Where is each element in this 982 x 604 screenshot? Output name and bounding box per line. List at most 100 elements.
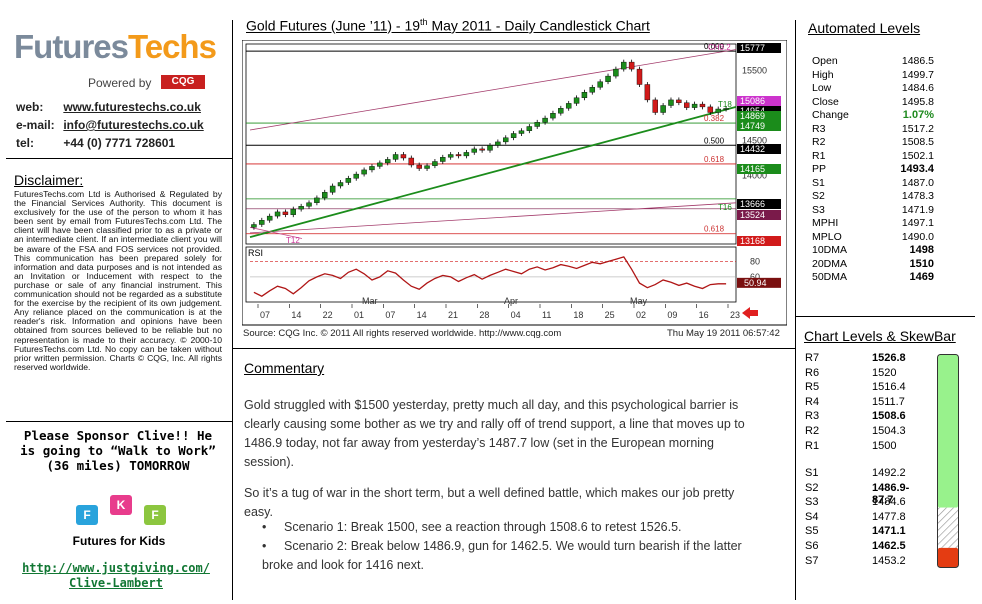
candle-body: [392, 154, 399, 160]
x-tick-label: 02: [636, 310, 646, 320]
chart-level-row: S4 1477.8: [805, 511, 925, 526]
chart-level-value: 1462.5: [872, 540, 906, 552]
x-tick-label: 09: [667, 310, 677, 320]
level-row: R3 1517.2: [812, 123, 934, 137]
candle-body: [353, 173, 359, 179]
justgiving-link[interactable]: http://www.justgiving.com/: [22, 561, 210, 575]
rsi-axis-label: 80: [750, 257, 760, 267]
candle-body: [605, 75, 611, 82]
candle-body: [369, 166, 375, 171]
phone-number: +44 (0) 7771 728601: [63, 136, 176, 150]
divider: [6, 158, 232, 159]
candle-body: [589, 87, 596, 93]
price-axis-label: 15500: [742, 66, 767, 76]
level-row: MPHI 1497.1: [812, 217, 934, 231]
price-axis-label: 14000: [742, 171, 767, 181]
level-value: 1502.1: [901, 149, 934, 162]
level-name: R1: [812, 149, 826, 162]
candle-body: [652, 99, 658, 113]
candle-body: [676, 99, 682, 103]
x-tick-label: 28: [479, 310, 489, 320]
shirt-f-icon: F: [76, 505, 98, 525]
scroll-left-arrow-icon[interactable]: [742, 307, 758, 319]
price-badge-value: 13524: [740, 210, 765, 220]
short-trend-line: [249, 226, 303, 239]
x-tick-label: 14: [291, 310, 301, 320]
divider: [6, 421, 232, 422]
candle-body: [447, 154, 454, 158]
chart-level-name: S5: [805, 525, 819, 538]
level-name: 20DMA: [812, 257, 848, 270]
level-row: Low 1484.6: [812, 82, 934, 96]
candle-body: [565, 103, 572, 109]
level-name: MPLO: [812, 230, 842, 243]
contact-tel: tel: +44 (0) 7771 728601: [16, 136, 176, 150]
fib-label: 0.000: [704, 42, 725, 51]
chart-level-name: S6: [805, 540, 819, 552]
price-badge: 14432: [737, 144, 781, 154]
month-label: Mar: [362, 296, 378, 306]
chart-level-name: S4: [805, 510, 819, 523]
level-row: MPLO 1490.0: [812, 231, 934, 245]
candle-body: [581, 92, 588, 99]
candle-body: [597, 81, 603, 88]
price-badge: 14749: [737, 121, 781, 131]
level-row: Change 1.07%: [812, 109, 934, 123]
column-divider: [232, 20, 233, 600]
chart-level-name: R4: [805, 395, 820, 408]
channel-lower-line: [249, 202, 737, 234]
level-row: R1 1502.1: [812, 150, 934, 164]
x-tick-label: 21: [448, 310, 458, 320]
shirt-f-icon: F: [144, 505, 166, 525]
candle-body: [707, 106, 714, 113]
level-row: S2 1478.3: [812, 190, 934, 204]
chart-level-row: R6 1520: [805, 367, 925, 382]
candle-body: [534, 122, 540, 127]
candle-body: [644, 84, 651, 101]
chart-level-row: S5 1471.1: [805, 525, 925, 540]
candle-body: [329, 185, 336, 193]
price-badge: 14869: [737, 111, 781, 121]
level-name: 50DMA: [812, 271, 848, 283]
justgiving-link-cont[interactable]: Clive-Lambert: [69, 576, 163, 590]
shirt-k-icon: K: [110, 495, 132, 515]
chart-level-value: 1526.8: [872, 352, 906, 364]
price-badge: 13524: [737, 210, 781, 220]
divider: [795, 316, 975, 317]
sponsor-message: Please Sponsor Clive!! He is going to “W…: [20, 428, 216, 473]
candle-body: [715, 108, 721, 113]
disclaimer-text: FuturesTechs.com Ltd is Authorised & Reg…: [14, 189, 222, 372]
x-tick-label: 07: [260, 310, 270, 320]
chart-level-value: 1471.1: [872, 525, 906, 538]
chart-level-value: 1504.3: [872, 425, 906, 437]
candle-body: [684, 102, 690, 108]
disclaimer-title: Disclaimer:: [14, 172, 84, 188]
email-link[interactable]: info@futurestechs.co.uk: [63, 118, 204, 132]
level-name: S1: [812, 176, 825, 189]
level-value: 1.07%: [902, 109, 934, 121]
chart-level-value: 1477.8: [872, 510, 906, 523]
chart-level-name: R7: [805, 352, 820, 364]
level-name: MPHI: [812, 217, 839, 229]
candle-body: [424, 165, 430, 169]
futurestechs-logo: FuturesTechs: [14, 28, 217, 65]
x-tick-label: 18: [573, 310, 583, 320]
contact-web: web: www.futurestechs.co.uk: [16, 100, 201, 114]
skew-bear-segment: [938, 547, 958, 567]
candle-body: [259, 220, 265, 225]
candle-body: [613, 68, 619, 77]
x-tick-label: 22: [323, 310, 333, 320]
candle-body: [306, 202, 312, 207]
price-badge-value: 15777: [740, 43, 765, 53]
candle-body: [282, 211, 289, 215]
month-label: May: [630, 296, 648, 306]
web-link[interactable]: www.futurestechs.co.uk: [63, 100, 201, 114]
powered-by-label: Powered by: [88, 76, 152, 90]
level-name: S2: [812, 190, 825, 202]
level-row: 10DMA 1498: [812, 244, 934, 258]
chart-timestamp: Thu May 19 2011 06:57:42: [667, 328, 780, 339]
x-tick-label: 23: [730, 310, 740, 320]
level-value: 1493.4: [900, 163, 934, 175]
candle-body: [558, 108, 564, 114]
chart-level-value: 1520: [872, 366, 897, 379]
